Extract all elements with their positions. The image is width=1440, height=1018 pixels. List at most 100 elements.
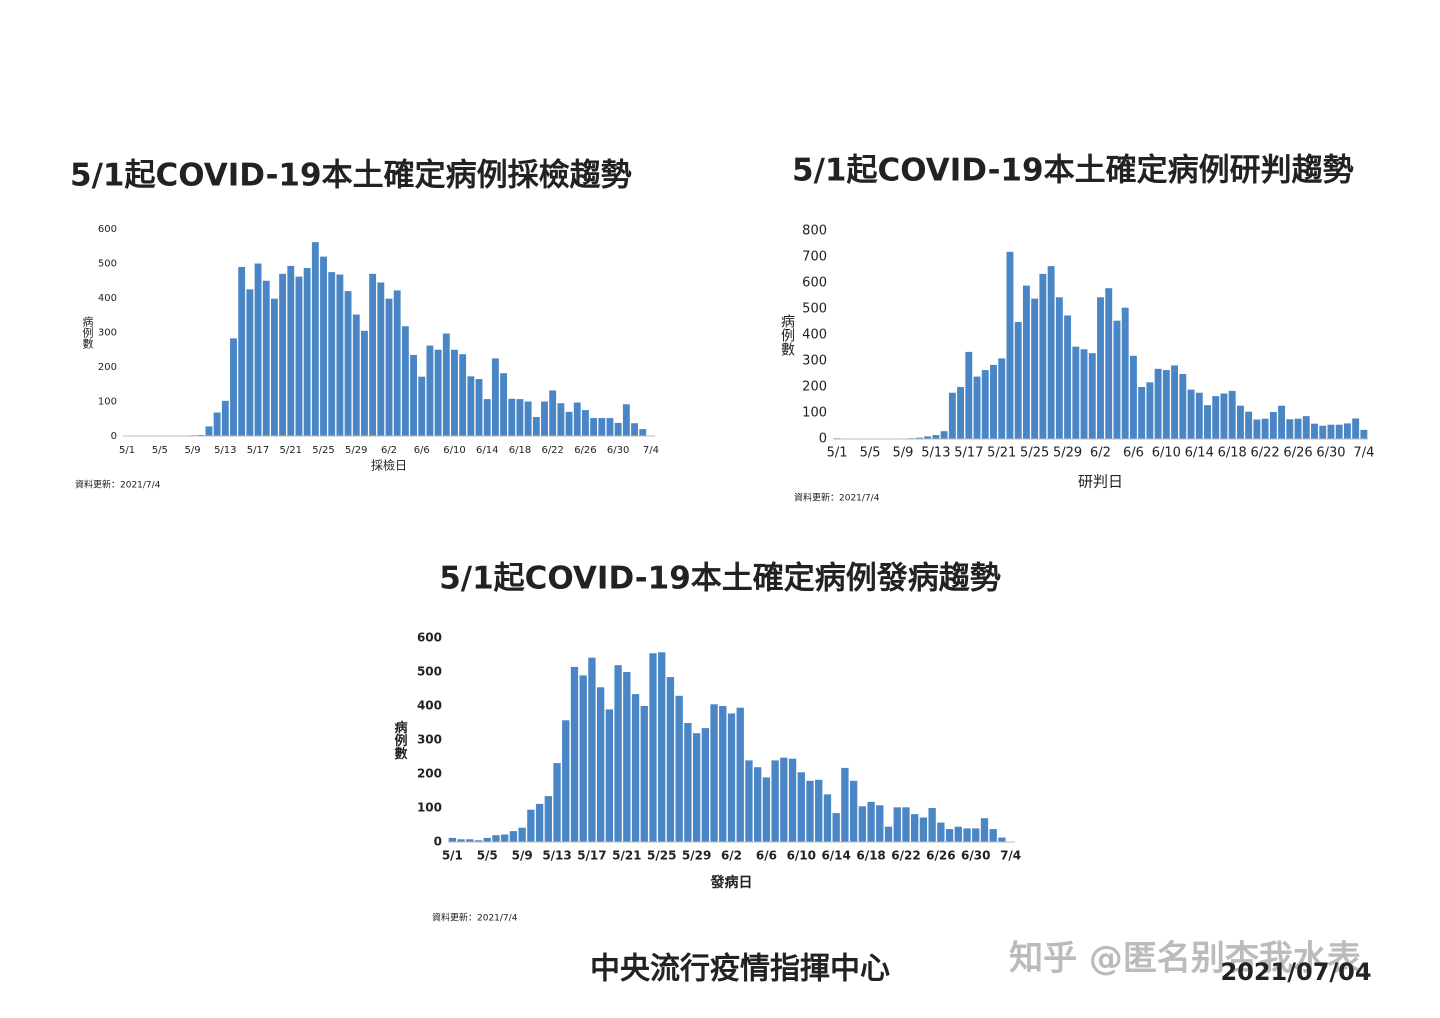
x-tick-label: 6/30 (1316, 446, 1345, 461)
bar (1179, 374, 1187, 439)
y-tick-label: 600 (98, 224, 117, 235)
y-tick-label: 200 (802, 380, 827, 395)
y-tick-label: 200 (98, 362, 117, 373)
y-tick-label: 600 (417, 631, 442, 645)
bar (1360, 429, 1368, 439)
bar (1146, 382, 1154, 439)
bar (754, 767, 762, 842)
bar (553, 763, 561, 842)
bar (401, 326, 409, 436)
bar (640, 706, 648, 842)
bar (1220, 393, 1228, 439)
bar (509, 831, 518, 842)
bar (518, 827, 526, 842)
x-axis-label: 研判日 (1078, 473, 1123, 491)
x-tick-label: 6/22 (541, 445, 563, 456)
bar (1253, 419, 1261, 439)
bar (1236, 405, 1244, 439)
x-tick-label: 5/9 (512, 849, 533, 863)
x-tick-label: 5/21 (280, 445, 302, 456)
bar (524, 401, 532, 436)
bar (957, 387, 965, 439)
x-tick-label: 6/10 (1152, 446, 1181, 461)
x-tick-label: 6/22 (1251, 446, 1280, 461)
x-tick-label: 5/17 (247, 445, 269, 456)
x-tick-label: 5/9 (185, 445, 201, 456)
bar (815, 779, 823, 842)
x-tick-label: 6/18 (1218, 446, 1247, 461)
bar (1039, 273, 1047, 439)
y-tick-label: 300 (802, 354, 827, 369)
bar (352, 314, 360, 436)
x-tick-label: 5/21 (612, 849, 641, 863)
bar (893, 807, 901, 842)
bar (924, 436, 932, 439)
bar (369, 273, 377, 436)
x-tick-label: 5/1 (442, 849, 463, 863)
x-tick-label: 6/30 (607, 445, 629, 456)
bar (581, 410, 589, 436)
bar (990, 364, 997, 439)
bar (1121, 307, 1129, 439)
x-tick-label: 6/6 (756, 849, 777, 863)
x-tick-label: 5/1 (119, 445, 135, 456)
x-tick-label: 6/18 (509, 445, 531, 456)
bar (1311, 423, 1318, 439)
bar (205, 426, 213, 436)
x-tick-label: 5/29 (1053, 446, 1082, 461)
bar (867, 801, 875, 842)
x-tick-label: 5/25 (312, 445, 334, 456)
y-tick-label: 0 (434, 835, 442, 849)
bar (508, 398, 516, 436)
x-tick-label: 5/29 (682, 849, 711, 863)
bar (1302, 416, 1310, 439)
x-tick-label: 6/6 (414, 445, 430, 456)
x-tick-label: 6/10 (787, 849, 816, 863)
x-tick-label: 5/25 (647, 849, 676, 863)
source-note: 資料更新：2021/7/4 (432, 912, 518, 924)
y-tick-label: 300 (417, 733, 442, 747)
bar (535, 803, 544, 842)
bar (849, 780, 858, 842)
bar (606, 418, 614, 436)
bar (649, 653, 657, 842)
y-axis-label: 病例數 (392, 720, 408, 761)
y-tick-label: 0 (819, 432, 827, 447)
bar (500, 373, 508, 436)
bar (915, 437, 923, 439)
bar (1072, 346, 1080, 439)
bar (692, 733, 701, 842)
bar (1113, 320, 1121, 439)
bar (501, 834, 509, 842)
bar (287, 265, 295, 436)
bar (483, 399, 491, 436)
bar (919, 817, 928, 842)
y-tick-label: 500 (417, 665, 442, 679)
bar (570, 666, 579, 842)
source-note: 資料更新：2021/7/4 (75, 479, 161, 491)
y-axis-label: 病例數 (81, 315, 94, 350)
bar (1343, 423, 1351, 439)
bar (806, 780, 814, 842)
bar (434, 349, 442, 436)
bar (622, 404, 630, 436)
watermark: 知乎 @匿名别杏我水表 (1009, 939, 1361, 979)
bar (361, 330, 368, 436)
bar (832, 813, 840, 842)
bar (1327, 424, 1335, 439)
y-tick-label: 400 (802, 328, 827, 343)
x-tick-label: 5/21 (987, 446, 1016, 461)
bar (965, 351, 973, 439)
footer-date: 2021/07/04 (1220, 958, 1371, 986)
x-tick-label: 5/5 (477, 849, 498, 863)
bar (1228, 390, 1236, 439)
x-tick-label: 5/13 (542, 849, 571, 863)
bar (1088, 353, 1096, 439)
bar (221, 400, 229, 436)
bar (736, 707, 744, 842)
bar (451, 349, 458, 436)
bar (1129, 355, 1137, 439)
source-note: 資料更新：2021/7/4 (794, 492, 880, 504)
x-tick-label: 5/17 (954, 446, 983, 461)
